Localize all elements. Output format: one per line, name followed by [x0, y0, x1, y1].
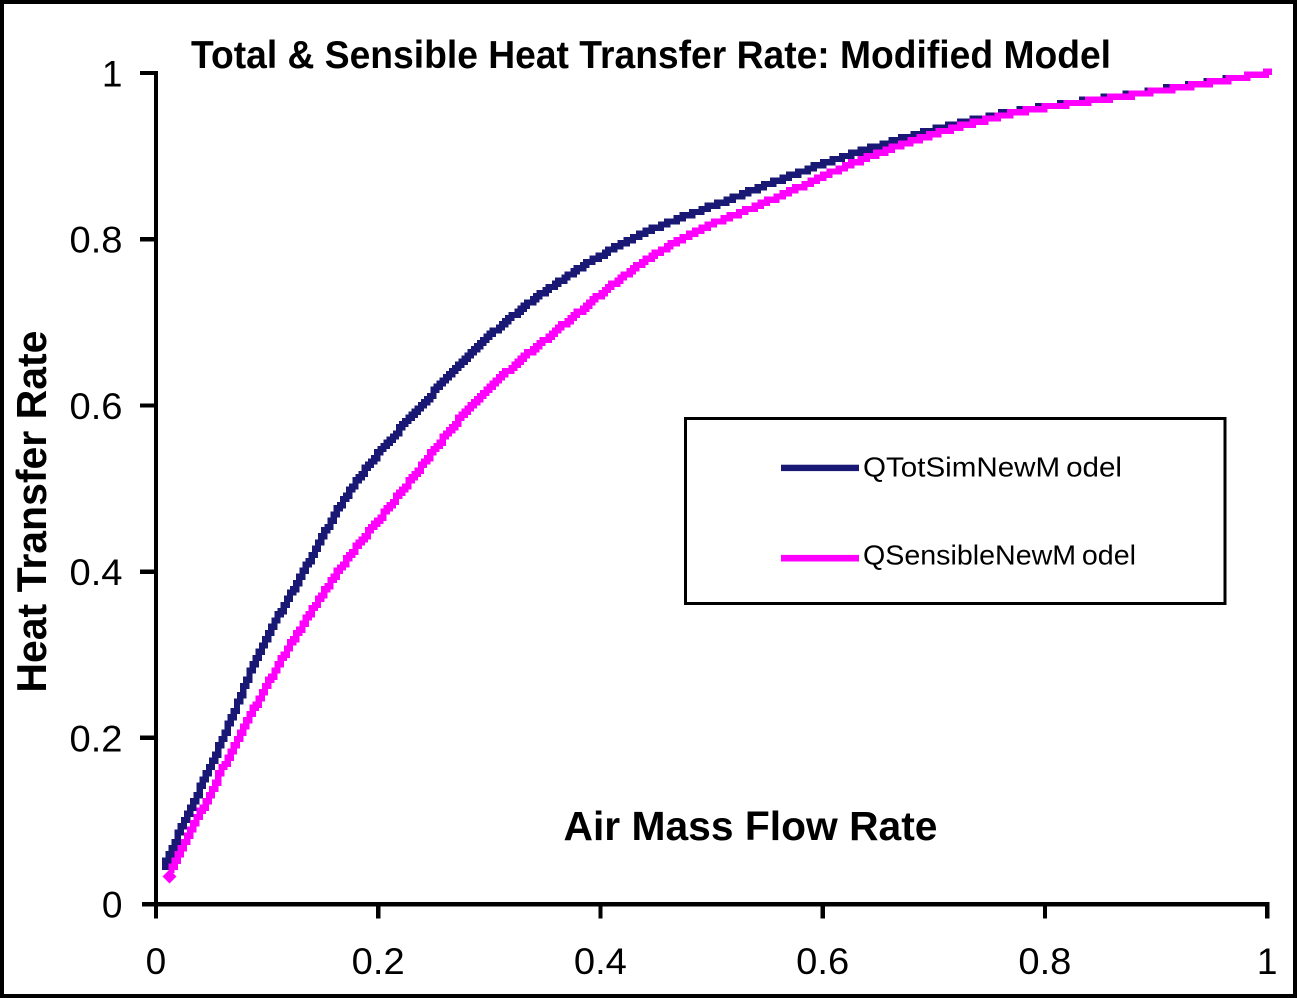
svg-text:0.6: 0.6 — [796, 941, 849, 982]
svg-text:1: 1 — [1257, 941, 1278, 982]
svg-text:QTotSimNewM odel: QTotSimNewM odel — [863, 452, 1122, 483]
svg-text:0.2: 0.2 — [352, 941, 405, 982]
svg-text:0.4: 0.4 — [574, 941, 627, 982]
svg-text:1: 1 — [102, 54, 123, 95]
svg-text:Total & Sensible Heat Transfer: Total & Sensible Heat Transfer Rate: Mod… — [191, 34, 1111, 77]
svg-text:0.6: 0.6 — [70, 386, 123, 427]
svg-text:Air Mass Flow Rate: Air Mass Flow Rate — [564, 803, 938, 849]
svg-text:Heat Transfer Rate: Heat Transfer Rate — [8, 331, 55, 693]
svg-text:0.4: 0.4 — [70, 552, 123, 593]
svg-text:0.8: 0.8 — [1018, 941, 1071, 982]
svg-text:QSensibleNewM odel: QSensibleNewM odel — [863, 540, 1136, 571]
svg-text:0.2: 0.2 — [70, 718, 123, 759]
svg-text:0: 0 — [146, 941, 167, 982]
svg-text:0: 0 — [102, 885, 123, 926]
svg-text:0.8: 0.8 — [70, 220, 123, 261]
